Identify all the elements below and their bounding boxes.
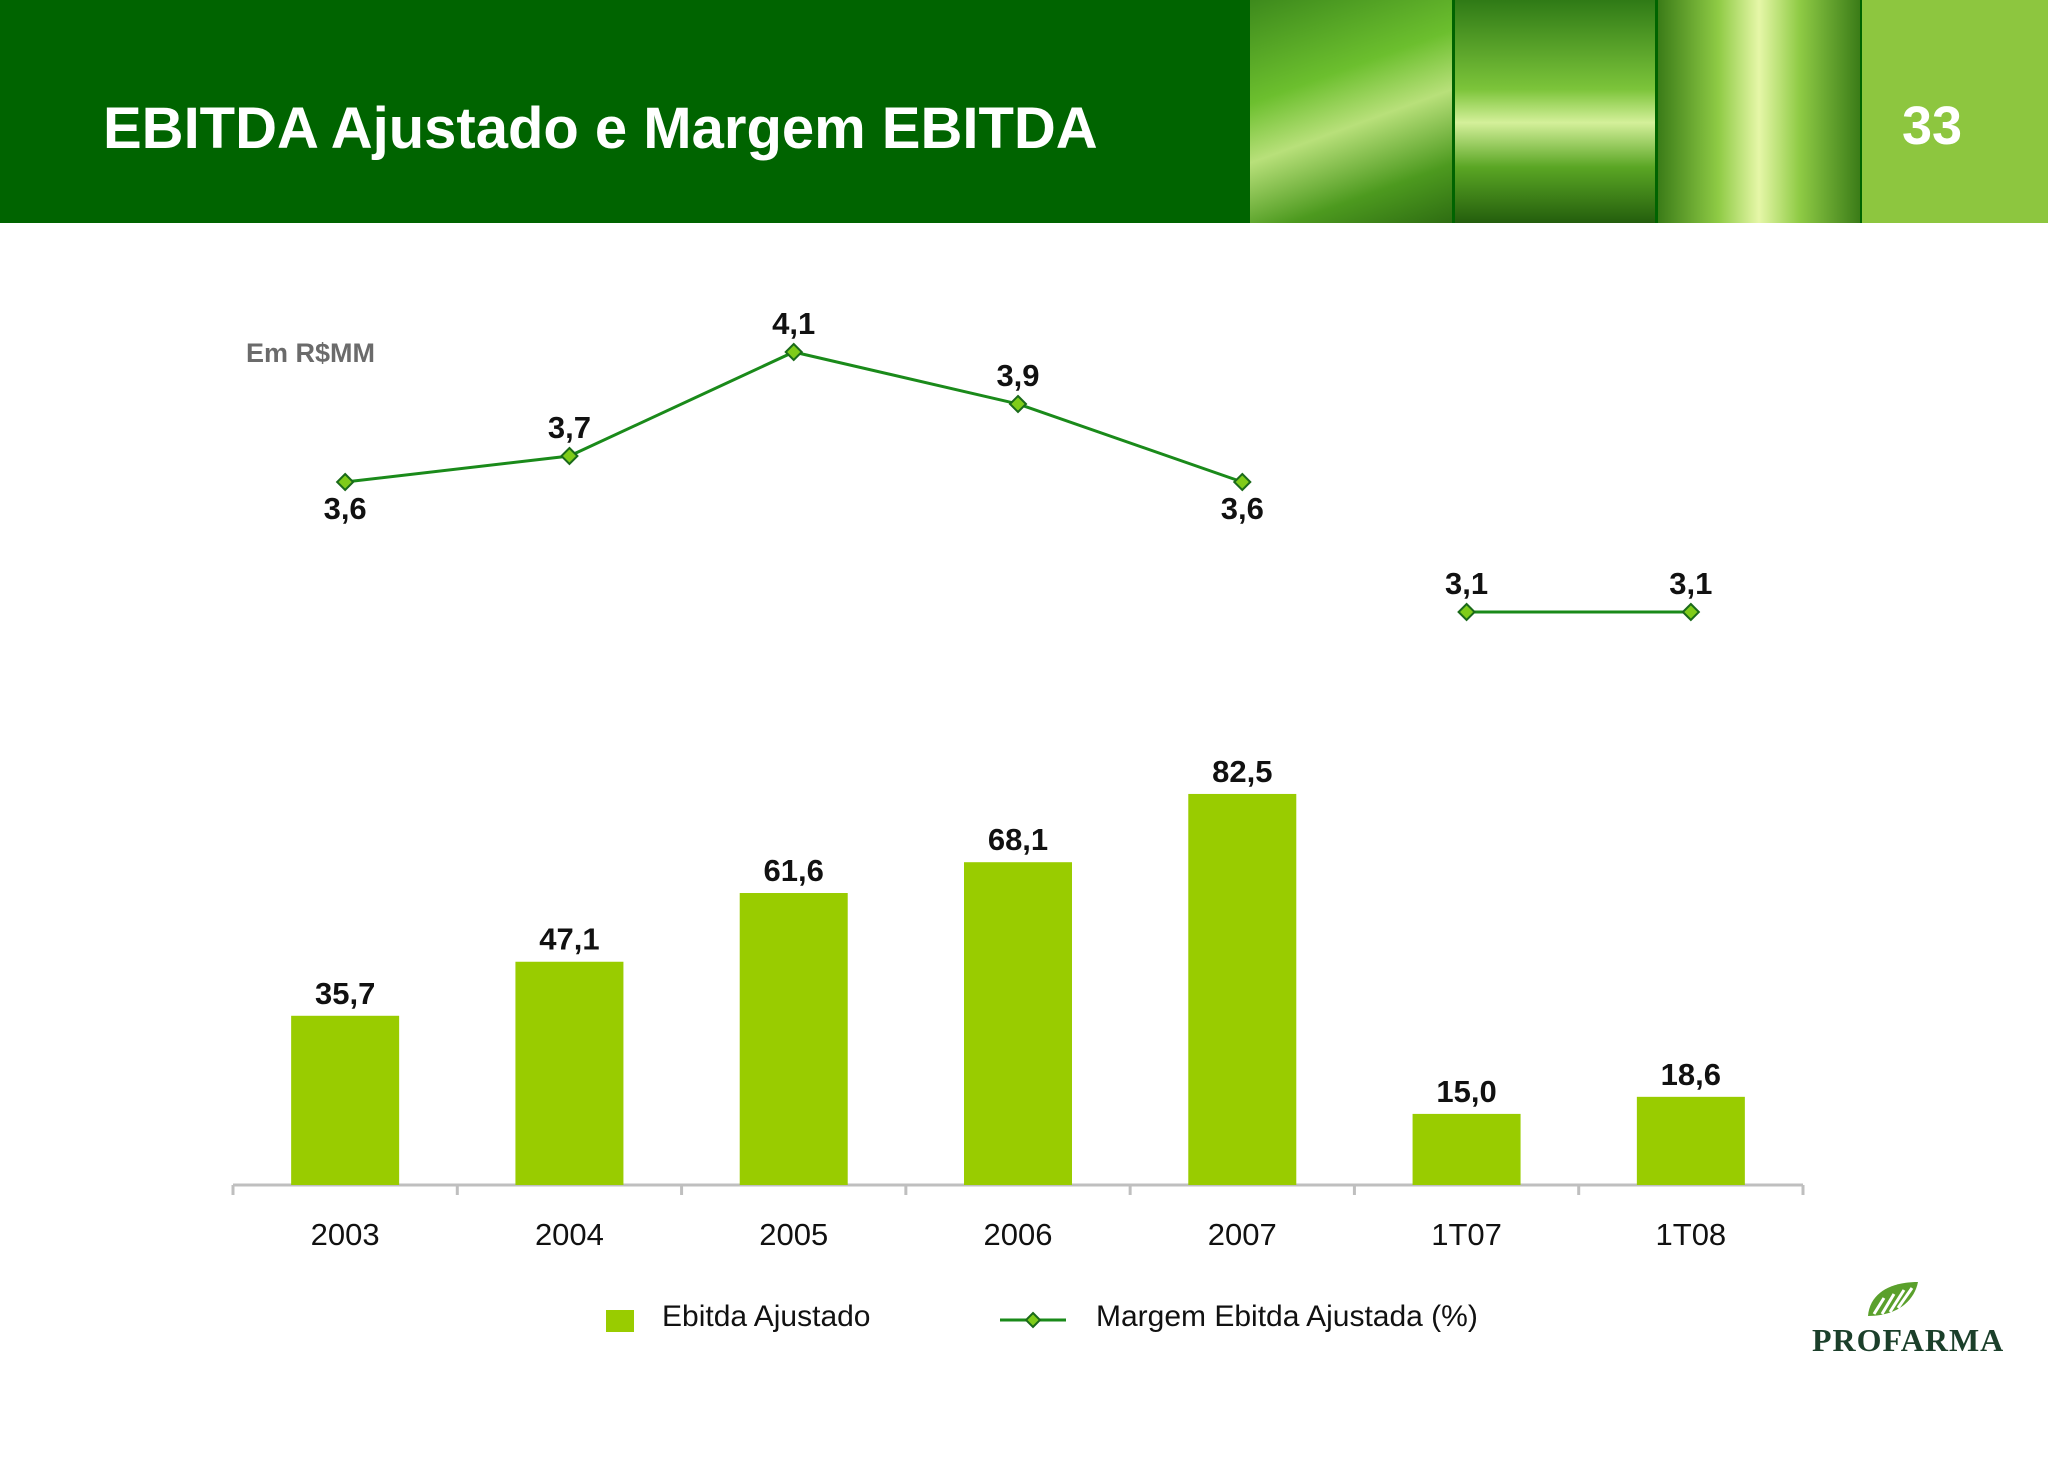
storage-racks-photo (1658, 0, 1860, 223)
margin-marker-2005 (784, 342, 804, 362)
warehouse-aisle-photo (1455, 0, 1655, 223)
margin-marker-1T08 (1681, 602, 1701, 622)
legend-marker-margin (1024, 1311, 1042, 1329)
bar-value-label: 35,7 (315, 976, 375, 1011)
margin-value-label: 3,9 (996, 358, 1039, 393)
margin-marker-2006 (1008, 394, 1028, 414)
bar-ebitda-2006 (964, 862, 1072, 1185)
bar-ebitda-2005 (739, 893, 848, 1185)
bar-ebitda-1T07 (1412, 1113, 1521, 1185)
profarma-logo: PROFARMA (1812, 1278, 2005, 1358)
x-tick-label: 2007 (1208, 1217, 1277, 1252)
x-tick-label: 2005 (759, 1217, 828, 1252)
x-tick-label: 2004 (535, 1217, 604, 1252)
bar-ebitda-2007 (1188, 793, 1297, 1185)
bar-ebitda-1T08 (1636, 1096, 1745, 1185)
profarma-leaf-icon (1868, 1282, 1918, 1316)
x-tick-label: 2006 (984, 1217, 1053, 1252)
legend-swatch-ebitda (606, 1310, 634, 1332)
margin-line-segment (344, 350, 1243, 484)
bar-value-label: 47,1 (539, 922, 599, 957)
bar-value-label: 68,1 (988, 822, 1048, 857)
bar-value-label: 82,5 (1212, 754, 1272, 789)
margin-value-label: 3,1 (1669, 566, 1712, 601)
margin-marker-1T07 (1457, 602, 1476, 622)
margin-value-label: 3,7 (548, 410, 591, 445)
x-tick-label: 2003 (311, 1217, 380, 1252)
margin-marker-2003 (335, 472, 355, 492)
x-tick-label: 1T08 (1656, 1217, 1727, 1252)
legend-label-margin: Margem Ebitda Ajustada (%) (1096, 1300, 1478, 1333)
margin-marker-2007 (1232, 472, 1252, 492)
bar-value-label: 15,0 (1436, 1074, 1496, 1109)
bar-ebitda-2003 (291, 1015, 400, 1185)
margin-value-label: 3,1 (1445, 566, 1488, 601)
conveyor-photo (1250, 0, 1452, 223)
page-number: 33 (1901, 96, 1963, 156)
bar-ebitda-2004 (515, 961, 624, 1185)
bar-value-label: 61,6 (764, 853, 824, 888)
slide-title: EBITDA Ajustado e Margem EBITDA (103, 96, 1098, 161)
bar-value-label: 18,6 (1661, 1057, 1721, 1092)
unit-label: Em R$MM (246, 338, 376, 368)
page-number-box: 33 (1862, 0, 2048, 223)
margin-value-label: 4,1 (772, 306, 815, 341)
x-tick-label: 1T07 (1431, 1217, 1502, 1252)
margin-value-label: 3,6 (324, 491, 367, 526)
logo-text: PROFARMA (1812, 1322, 2005, 1358)
margin-marker-2004 (560, 446, 579, 466)
legend-label-ebitda: Ebitda Ajustado (662, 1300, 871, 1333)
margin-value-label: 3,6 (1221, 491, 1264, 526)
